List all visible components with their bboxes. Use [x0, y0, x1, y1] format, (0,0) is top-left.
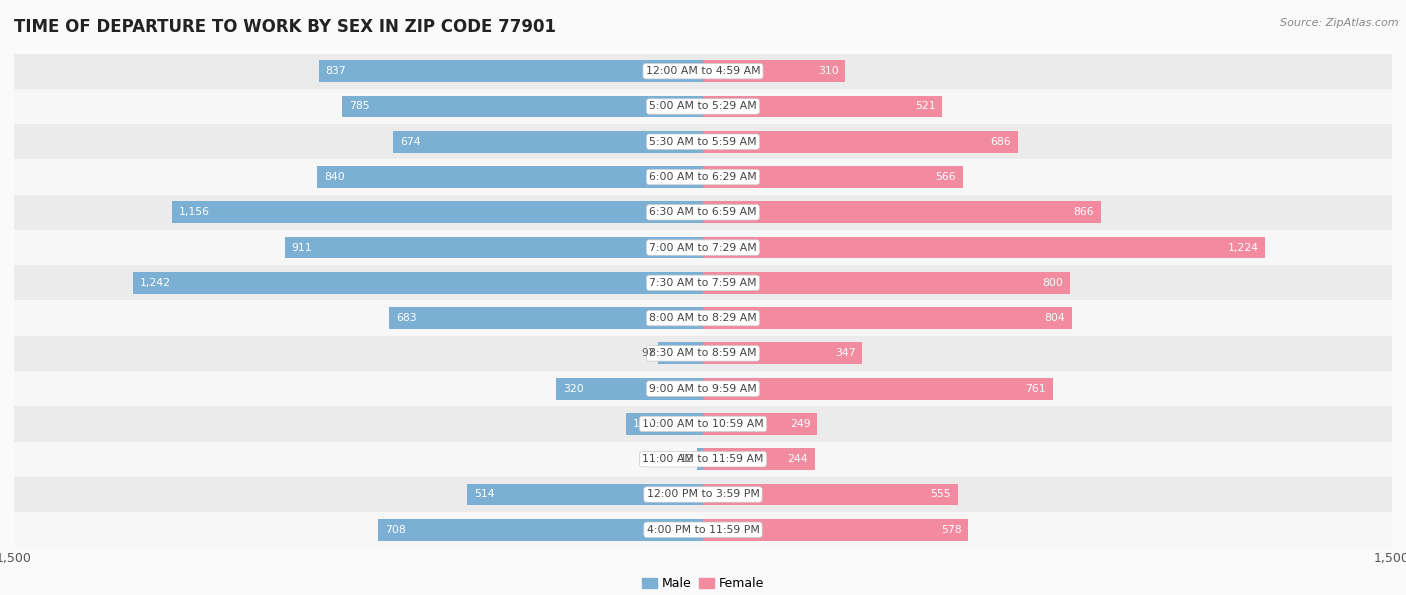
Bar [14, 336, 1392, 371]
Bar [14, 512, 1392, 547]
Text: 5:00 AM to 5:29 AM: 5:00 AM to 5:29 AM [650, 102, 756, 111]
Text: 514: 514 [474, 490, 495, 499]
Bar [626, 413, 703, 435]
Bar [343, 96, 703, 117]
Text: 12:00 AM to 4:59 AM: 12:00 AM to 4:59 AM [645, 66, 761, 76]
Bar [703, 60, 845, 82]
Text: 578: 578 [941, 525, 962, 535]
Text: 249: 249 [790, 419, 810, 429]
Text: 804: 804 [1045, 313, 1066, 323]
Bar [284, 237, 703, 258]
Text: 566: 566 [935, 172, 956, 182]
Text: 1,156: 1,156 [179, 207, 209, 217]
Text: 6:30 AM to 6:59 AM: 6:30 AM to 6:59 AM [650, 207, 756, 217]
Bar [14, 300, 1392, 336]
Text: 320: 320 [562, 384, 583, 394]
Bar [389, 307, 703, 329]
Text: 8:00 AM to 8:29 AM: 8:00 AM to 8:29 AM [650, 313, 756, 323]
Text: 785: 785 [349, 102, 370, 111]
Bar [14, 230, 1392, 265]
Bar [703, 201, 1101, 223]
Text: 674: 674 [401, 137, 420, 147]
Bar [703, 96, 942, 117]
Bar [172, 201, 703, 223]
Text: 911: 911 [291, 243, 312, 252]
Bar [14, 124, 1392, 159]
Text: 8:30 AM to 8:59 AM: 8:30 AM to 8:59 AM [650, 349, 756, 358]
Text: 97: 97 [641, 349, 655, 358]
Bar [467, 484, 703, 505]
Bar [703, 378, 1053, 400]
Bar [14, 195, 1392, 230]
Text: 167: 167 [633, 419, 654, 429]
Text: 12:00 PM to 3:59 PM: 12:00 PM to 3:59 PM [647, 490, 759, 499]
Bar [703, 272, 1070, 294]
Bar [132, 272, 703, 294]
Text: 7:30 AM to 7:59 AM: 7:30 AM to 7:59 AM [650, 278, 756, 288]
Bar [703, 166, 963, 188]
Text: 683: 683 [396, 313, 416, 323]
Text: 840: 840 [325, 172, 344, 182]
Bar [703, 237, 1265, 258]
Text: Source: ZipAtlas.com: Source: ZipAtlas.com [1281, 18, 1399, 28]
Bar [703, 448, 815, 470]
Text: 708: 708 [385, 525, 405, 535]
Text: 837: 837 [325, 66, 346, 76]
Text: 555: 555 [931, 490, 950, 499]
Text: 761: 761 [1025, 384, 1046, 394]
Text: 7:00 AM to 7:29 AM: 7:00 AM to 7:29 AM [650, 243, 756, 252]
Bar [14, 441, 1392, 477]
Bar [14, 265, 1392, 300]
Text: 6:00 AM to 6:29 AM: 6:00 AM to 6:29 AM [650, 172, 756, 182]
Legend: Male, Female: Male, Female [637, 572, 769, 595]
Bar [14, 371, 1392, 406]
Text: 5:30 AM to 5:59 AM: 5:30 AM to 5:59 AM [650, 137, 756, 147]
Bar [378, 519, 703, 541]
Bar [703, 519, 969, 541]
Text: 866: 866 [1073, 207, 1094, 217]
Text: 4:00 PM to 11:59 PM: 4:00 PM to 11:59 PM [647, 525, 759, 535]
Text: 9:00 AM to 9:59 AM: 9:00 AM to 9:59 AM [650, 384, 756, 394]
Bar [703, 484, 957, 505]
Text: 1,224: 1,224 [1227, 243, 1258, 252]
Bar [703, 343, 862, 364]
Text: 1,242: 1,242 [139, 278, 170, 288]
Bar [697, 448, 703, 470]
Bar [318, 166, 703, 188]
Text: 686: 686 [991, 137, 1011, 147]
Text: 800: 800 [1043, 278, 1063, 288]
Text: 310: 310 [818, 66, 838, 76]
Bar [14, 89, 1392, 124]
Text: 12: 12 [681, 454, 693, 464]
Bar [14, 159, 1392, 195]
Text: 521: 521 [915, 102, 935, 111]
Bar [394, 131, 703, 153]
Bar [658, 343, 703, 364]
Text: 244: 244 [787, 454, 808, 464]
Bar [14, 54, 1392, 89]
Bar [319, 60, 703, 82]
Bar [703, 131, 1018, 153]
Bar [703, 413, 817, 435]
Text: 11:00 AM to 11:59 AM: 11:00 AM to 11:59 AM [643, 454, 763, 464]
Bar [14, 406, 1392, 441]
Text: 10:00 AM to 10:59 AM: 10:00 AM to 10:59 AM [643, 419, 763, 429]
Text: TIME OF DEPARTURE TO WORK BY SEX IN ZIP CODE 77901: TIME OF DEPARTURE TO WORK BY SEX IN ZIP … [14, 18, 555, 36]
Bar [703, 307, 1073, 329]
Bar [555, 378, 703, 400]
Bar [14, 477, 1392, 512]
Text: 347: 347 [835, 349, 855, 358]
